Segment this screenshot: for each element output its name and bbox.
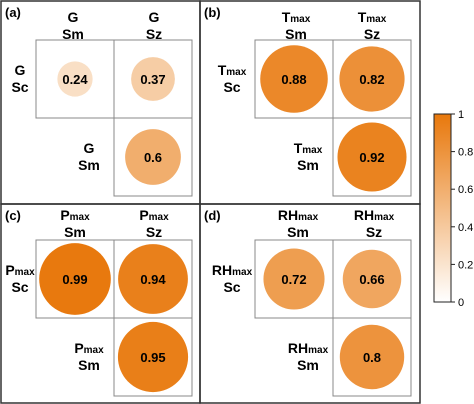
correlation-value: 0.95 [140,350,165,365]
colorbar-tick-label: 0 [458,297,464,309]
col-label-c-1-site: Sz [146,224,162,240]
correlation-value: 0.82 [359,72,384,87]
col-label-c-0-name: Pmax [60,207,90,223]
correlation-circle [263,248,325,310]
correlation-value: 0.99 [62,272,87,287]
row-label-a-1-site: Sm [78,157,100,173]
row-label-a-0-name: G [15,62,26,78]
correlation-circle [337,122,407,192]
col-label-b-1-name: Tmax [358,9,387,25]
correlation-circle [260,45,328,113]
correlation-circle [125,129,181,185]
row-label-a-0-site: Sc [11,79,28,95]
correlation-value: 0.8 [363,350,381,365]
col-label-b-1-site: Sz [364,26,380,42]
correlation-circle [57,61,93,97]
col-label-d-0-site: Sm [287,224,309,240]
correlation-value: 0.88 [281,72,306,87]
correlation-value: 0.66 [359,272,384,287]
row-label-d-0-name: RHmax [212,262,253,278]
cell-frame [113,117,193,197]
col-label-a-1-site: Sz [146,26,162,42]
correlation-value: 0.72 [281,272,306,287]
col-label-d-1-site: Sz [366,224,382,240]
correlation-circle [118,244,188,314]
colorbar-tick-label: 1 [458,109,464,121]
colorbar-tick-label: 0.6 [458,184,473,196]
col-label-a-0-name: G [68,9,79,25]
row-label-c-1-name: Pmax [74,340,104,356]
row-label-b-1-name: Tmax [294,140,323,156]
row-label-b-1-site: Sm [297,157,319,173]
correlation-value: 0.92 [359,150,384,165]
colorbar-tick-label: 0.2 [458,259,473,271]
col-label-d-0-name: RHmax [278,207,319,223]
col-label-b-0-site: Sm [285,26,307,42]
row-label-d-1-name: RHmax [288,340,329,356]
colorbar-tick-label: 0.8 [458,147,473,159]
col-label-c-0-site: Sm [64,224,86,240]
row-label-a-1-name: G [84,140,95,156]
cell-frame [113,317,193,397]
row-label-d-0-site: Sc [223,279,240,295]
panel-d-frame [199,203,421,404]
row-label-d-1-site: Sm [297,357,319,373]
col-label-c-1-name: Pmax [139,207,169,223]
cell-frame [332,117,412,197]
correlation-value: 0.37 [140,72,165,87]
row-label-b-0-name: Tmax [218,62,247,78]
col-label-b-0-name: Tmax [282,9,311,25]
panel-c-label: (c) [5,208,21,223]
col-label-a-0-site: Sm [62,26,84,42]
col-label-d-1-name: RHmax [354,207,395,223]
correlation-circle [339,46,405,112]
row-label-c-0-site: Sc [11,279,28,295]
row-label-c-0-name: Pmax [5,262,35,278]
cell-frame [332,317,412,397]
colorbar [433,113,452,303]
row-label-c-1-site: Sm [78,357,100,373]
correlation-value: 0.94 [140,272,166,287]
col-label-a-1-name: G [149,9,160,25]
correlation-value: 0.6 [144,150,162,165]
panel-b-label: (b) [204,5,221,20]
correlation-circle [342,249,402,309]
correlation-circle [117,321,189,393]
panel-a-label: (a) [5,5,21,20]
correlation-circle [39,243,111,315]
correlation-value: 0.24 [62,72,88,87]
panel-d-label: (d) [204,208,221,223]
correlation-circle [339,324,405,390]
row-label-b-0-site: Sc [223,79,240,95]
colorbar-tick-label: 0.4 [458,222,473,234]
correlation-circle [131,57,175,101]
